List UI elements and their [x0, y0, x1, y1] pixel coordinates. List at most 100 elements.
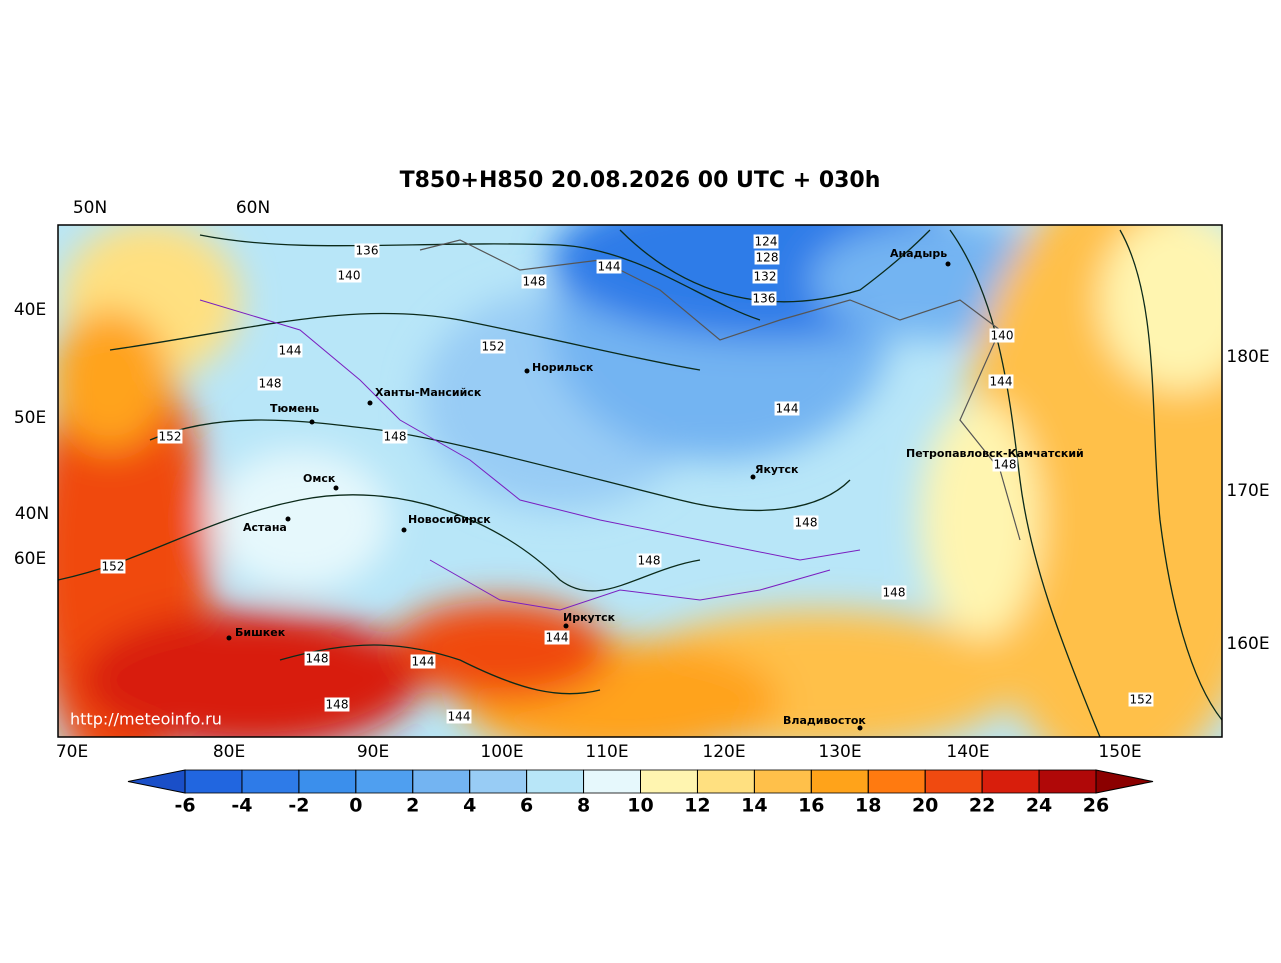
contour-label-bg: [257, 376, 283, 391]
colorbar-under: [127, 769, 186, 794]
city-label: Петропавловск-Камчатский: [906, 447, 1084, 460]
contour-label-bg: [988, 374, 1014, 389]
colorbar-tick-label: 24: [1026, 795, 1052, 817]
contour-label: 152: [159, 430, 182, 444]
city-dot: [401, 527, 407, 533]
colorbar-tick-label: -2: [288, 795, 309, 817]
city-label: Владивосток: [783, 714, 866, 727]
city-label: Ханты-Мансийск: [375, 386, 482, 399]
city-dot: [857, 725, 863, 731]
colorbar-segment: [924, 769, 983, 794]
city-dot: [333, 485, 339, 491]
colorbar-segment: [867, 769, 926, 794]
contour-label-bg: [324, 697, 350, 712]
coord-label: 150E: [1098, 742, 1141, 762]
contour-label: 148: [795, 516, 818, 530]
city-label: Якутск: [755, 463, 799, 476]
colorbar-tick-label: 4: [463, 795, 476, 817]
city-dot: [524, 368, 530, 374]
colorbar-segment: [1038, 769, 1097, 794]
contour-label: 136: [356, 244, 379, 258]
colorbar-segment: [583, 769, 641, 794]
contour-label: 144: [448, 710, 471, 724]
contour-label-bg: [304, 651, 330, 666]
colorbar-tick-label: 12: [684, 795, 710, 817]
colorbar-over: [1095, 769, 1154, 794]
contour-label: 152: [482, 340, 505, 354]
contour-label: 148: [259, 377, 282, 391]
colorbar-segment: [810, 769, 869, 794]
contour-label: 148: [994, 458, 1017, 472]
city-dot: [945, 261, 951, 267]
contour-label-bg: [100, 559, 126, 574]
contour-label-bg: [446, 709, 472, 724]
map-area: [58, 225, 1222, 737]
contour-label-bg: [480, 339, 506, 354]
contour-label-bg: [157, 429, 183, 444]
colorbar-tick-label: 26: [1083, 795, 1109, 817]
contour-label: 148: [384, 430, 407, 444]
contour-label: 144: [546, 631, 569, 645]
coord-label: 80E: [213, 742, 245, 762]
coord-label: 180E: [1226, 347, 1269, 367]
city-dot: [285, 516, 291, 522]
contour-label-bg: [774, 401, 800, 416]
contour-label: 144: [412, 655, 435, 669]
contour-label-bg: [754, 250, 780, 265]
coord-label: 120E: [702, 742, 745, 762]
colorbar-segment: [753, 769, 812, 794]
coord-label: 40E: [14, 300, 46, 320]
contour-label-bg: [1128, 692, 1154, 707]
map-title: T850+H850 20.08.2026 00 UTC + 030h: [400, 168, 881, 193]
contour-label-bg: [751, 291, 777, 306]
city-dot: [563, 623, 569, 629]
coord-label: 90E: [357, 742, 389, 762]
contour-label-bg: [336, 268, 362, 283]
colorbar-tick-label: 18: [855, 795, 881, 817]
contour-label-bg: [793, 515, 819, 530]
colorbar-tick-label: 14: [741, 795, 767, 817]
colorbar-segment: [412, 769, 471, 794]
colorbar-segment: [697, 769, 755, 794]
colorbar-tick-label: 0: [349, 795, 362, 817]
colorbar-segment: [241, 769, 300, 794]
colorbar-tick-label: 2: [406, 795, 419, 817]
contour-label: 140: [338, 269, 361, 283]
contour-label-bg: [636, 553, 662, 568]
city-label: Омск: [303, 472, 336, 485]
contour-label-bg: [596, 259, 622, 274]
contour-label: 148: [326, 698, 349, 712]
colorbar-tick-label: 10: [627, 795, 653, 817]
city-dot: [367, 400, 373, 406]
contour-label: 148: [523, 275, 546, 289]
map-frame: [57, 224, 1223, 738]
contour-label: 148: [638, 554, 661, 568]
city-dot: [226, 635, 232, 641]
contour-label: 152: [102, 560, 125, 574]
contour-label-bg: [544, 630, 570, 645]
coord-label: 130E: [818, 742, 861, 762]
contour-label: 148: [306, 652, 329, 666]
colorbar-tick-label: -6: [174, 795, 195, 817]
colorbar-tick-label: 20: [912, 795, 938, 817]
colorbar-tick-label: 8: [577, 795, 590, 817]
city-label: Норильск: [532, 361, 594, 374]
contour-label-bg: [753, 234, 779, 249]
city-label: Иркутск: [563, 611, 616, 624]
colorbar-tick-label: 6: [520, 795, 533, 817]
coord-label: 140E: [946, 742, 989, 762]
contour-label: 128: [756, 251, 779, 265]
contour-label: 132: [754, 270, 777, 284]
colorbar-tick-label: 16: [798, 795, 824, 817]
colorbar-segment: [355, 769, 414, 794]
contour-label: 152: [1130, 693, 1153, 707]
coord-label: 160E: [1226, 634, 1269, 654]
contour-label-bg: [992, 457, 1018, 472]
watermark: http://meteoinfo.ru: [70, 710, 222, 729]
colorbar-tick-label: 22: [969, 795, 995, 817]
contour-label-bg: [881, 585, 907, 600]
contour-label: 124: [755, 235, 778, 249]
contour-label: 136: [753, 292, 776, 306]
contour-label: 144: [598, 260, 621, 274]
colorbar-segment: [526, 769, 584, 794]
